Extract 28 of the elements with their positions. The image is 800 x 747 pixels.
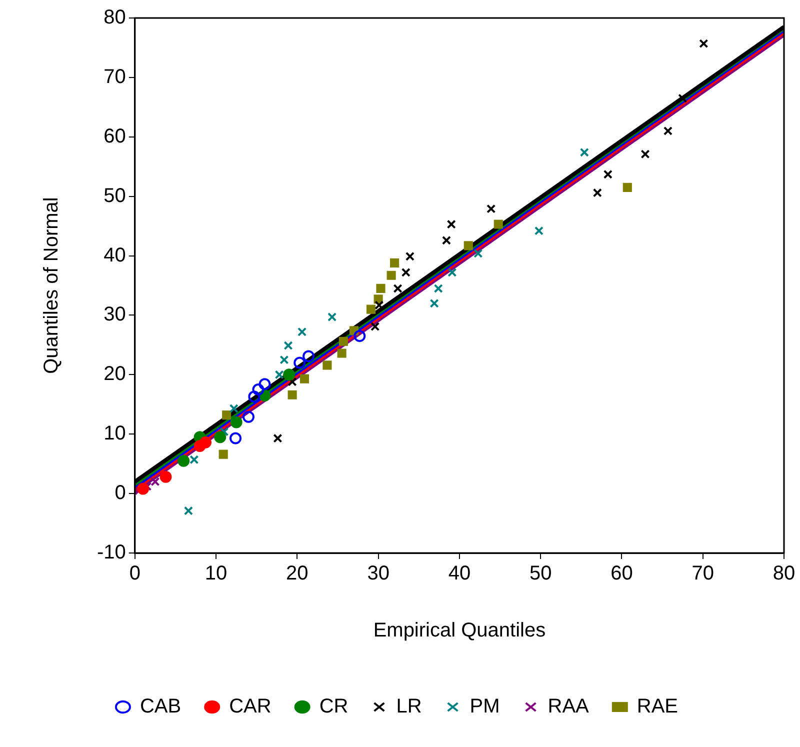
x-tick-label: 60	[610, 562, 633, 585]
y-tick-label: 60	[104, 125, 126, 148]
x-tick-label: 80	[772, 562, 796, 585]
y-tick-label: 80	[104, 6, 126, 29]
legend-label: RAE	[636, 696, 678, 718]
y-tick-label: 50	[104, 184, 126, 207]
y-tick-label: 70	[104, 66, 126, 88]
y-tick-label: 30	[104, 304, 126, 326]
legend-label: PM	[470, 696, 500, 718]
legend-label: RAA	[548, 696, 590, 718]
x-tick-label: 20	[286, 562, 308, 585]
y-axis-title: Quantiles of Normal	[40, 197, 63, 374]
x-tick-label: 0	[129, 562, 140, 585]
legend-label: CR	[319, 696, 348, 718]
y-tick-label: 40	[104, 244, 126, 266]
y-tick-label: 20	[104, 363, 126, 386]
y-tick-label: -10	[97, 542, 126, 564]
x-tick-label: 40	[448, 562, 471, 585]
x-tick-label: 10	[204, 562, 228, 585]
legend-label: CAB	[140, 696, 182, 718]
x-tick-label: 70	[692, 562, 714, 585]
x-tick-label: 50	[529, 562, 552, 585]
y-tick-label: 0	[114, 482, 126, 504]
x-axis-title: Empirical Quantiles	[373, 620, 546, 642]
legend-label: LR	[396, 696, 422, 718]
legend-label: CAR	[229, 696, 272, 718]
y-tick-label: 10	[104, 422, 126, 445]
x-tick-label: 30	[367, 562, 390, 585]
